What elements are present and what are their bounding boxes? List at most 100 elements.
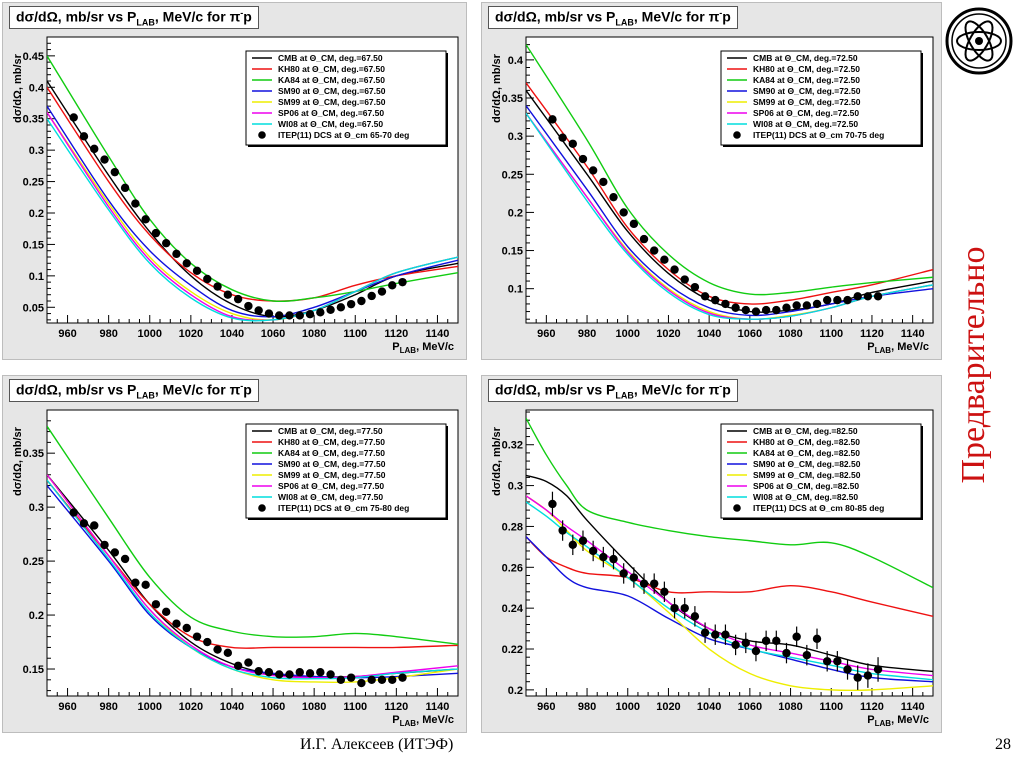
- data-point: [873, 665, 883, 674]
- data-point: [316, 668, 325, 677]
- x-tick-label: 980: [99, 701, 117, 713]
- y-tick-label: 0.4: [508, 55, 524, 67]
- x-tick-label: 1120: [860, 328, 884, 340]
- y-tick-label: 0.05: [23, 302, 44, 314]
- data-point: [326, 305, 335, 314]
- legend-entry: KH80 at Θ_CM, deg.=82.50: [753, 437, 860, 447]
- data-point: [79, 132, 89, 141]
- data-point: [700, 292, 710, 301]
- y-tick-label: 0.15: [502, 246, 523, 258]
- x-tick-label: 1060: [261, 701, 285, 713]
- legend-entry: KA84 at Θ_CM, deg.=72.50: [753, 75, 860, 85]
- data-point: [731, 640, 740, 650]
- x-tick-label: 1000: [616, 701, 640, 713]
- y-tick-label: 0.3: [29, 502, 44, 514]
- title-text: p: [243, 381, 252, 398]
- chart-title: dσ/dΩ, mb/sr vs PLAB, MeV/c for π-p: [488, 6, 738, 30]
- title-sup: -: [240, 381, 244, 391]
- series-line-cmb: [526, 474, 933, 673]
- data-point: [161, 607, 171, 617]
- data-point: [802, 301, 812, 310]
- chart-title: dσ/dΩ, mb/sr vs PLAB, MeV/c for π-p: [9, 6, 259, 30]
- legend-entry: KA84 at Θ_CM, deg.=82.50: [753, 448, 860, 458]
- data-point: [548, 499, 557, 509]
- data-point: [69, 113, 78, 122]
- x-tick-label: 1000: [616, 328, 640, 340]
- legend-entry: WI08 at Θ_CM, deg.=72.50: [753, 119, 858, 129]
- y-tick-label: 0.15: [23, 664, 44, 676]
- preliminary-label: Предварительно: [944, 215, 1004, 515]
- y-tick-label: 0.3: [29, 145, 44, 157]
- y-tick-label: 0.25: [23, 556, 44, 568]
- x-tick-label: 1020: [179, 328, 203, 340]
- data-point: [853, 292, 862, 301]
- y-tick-label: 0.2: [29, 208, 44, 220]
- chart-title: dσ/dΩ, mb/sr vs PLAB, MeV/c for π-p: [488, 379, 738, 403]
- data-point: [599, 177, 608, 187]
- legend-entry: SM90 at Θ_CM, deg.=72.50: [753, 86, 861, 96]
- footer-author: И.Г. Алексеев (ИТЭФ): [300, 736, 454, 753]
- x-tick-label: 1040: [697, 701, 721, 713]
- data-point: [680, 603, 689, 613]
- x-tick-label: 1140: [901, 328, 925, 340]
- data-point: [336, 675, 346, 685]
- legend-entry: ITEP(11) DCS at Θ_cm 70-75 deg: [753, 130, 884, 140]
- series-line-kh80: [47, 479, 458, 649]
- data-point: [377, 675, 387, 685]
- y-tick-label: 0.2: [508, 685, 523, 697]
- legend-entry: ITEP(11) DCS at Θ_cm 65-70 deg: [278, 130, 409, 140]
- y-tick-label: 0.3: [508, 481, 523, 493]
- data-point: [650, 579, 659, 588]
- series-line-kh80: [526, 536, 933, 618]
- data-point: [792, 301, 801, 310]
- x-tick-label: 1060: [738, 701, 762, 713]
- data-point: [822, 657, 832, 666]
- data-point: [398, 673, 407, 682]
- chart-title: dσ/dΩ, mb/sr vs PLAB, MeV/c for π-p: [9, 379, 259, 403]
- data-point: [90, 521, 99, 530]
- data-point: [213, 282, 222, 291]
- data-point: [650, 246, 659, 255]
- data-point: [79, 519, 89, 528]
- data-point: [741, 638, 750, 648]
- title-sub: LAB: [615, 390, 634, 401]
- legend-entry: SM90 at Θ_CM, deg.=67.50: [278, 86, 386, 96]
- data-point: [192, 632, 202, 641]
- y-tick-label: 0.35: [23, 114, 44, 126]
- data-point: [295, 311, 304, 320]
- y-tick-label: 0.22: [502, 644, 523, 656]
- data-point: [388, 281, 397, 290]
- y-axis-label: dσ/dΩ, mb/sr: [491, 54, 503, 123]
- title-sup: -: [719, 381, 723, 391]
- x-axis-label: PLAB, MeV/c: [392, 714, 454, 729]
- data-point: [802, 650, 812, 660]
- data-point: [619, 569, 628, 578]
- legend-entry: CMB at Θ_CM, deg.=82.50: [753, 426, 858, 436]
- data-point: [761, 305, 771, 315]
- x-tick-label: 1080: [778, 701, 802, 713]
- data-point: [639, 234, 649, 244]
- title-sup: -: [719, 8, 723, 18]
- legend-swatch: [258, 131, 266, 139]
- data-point: [367, 291, 376, 301]
- data-point: [141, 580, 150, 590]
- data-point: [863, 292, 873, 301]
- x-tick-label: 1060: [261, 328, 285, 340]
- data-point: [275, 670, 284, 679]
- legend-entry: CMB at Θ_CM, deg.=77.50: [278, 426, 383, 436]
- data-point: [305, 669, 315, 678]
- title-text: p: [722, 381, 731, 398]
- data-point: [761, 636, 771, 646]
- y-tick-label: 0.1: [508, 284, 523, 296]
- data-point: [609, 554, 618, 564]
- chart-panel-top-left: dσ/dΩ, mb/sr vs PLAB, MeV/c for π-p 960 98…: [2, 2, 467, 360]
- data-point: [182, 259, 191, 268]
- x-tick-label: 1140: [426, 328, 450, 340]
- y-tick-label: 0.45: [23, 51, 44, 63]
- x-tick-label: 1100: [343, 328, 367, 340]
- data-point: [357, 678, 366, 688]
- page-number: 28: [995, 736, 1011, 753]
- data-point: [670, 603, 679, 613]
- data-point: [721, 630, 730, 639]
